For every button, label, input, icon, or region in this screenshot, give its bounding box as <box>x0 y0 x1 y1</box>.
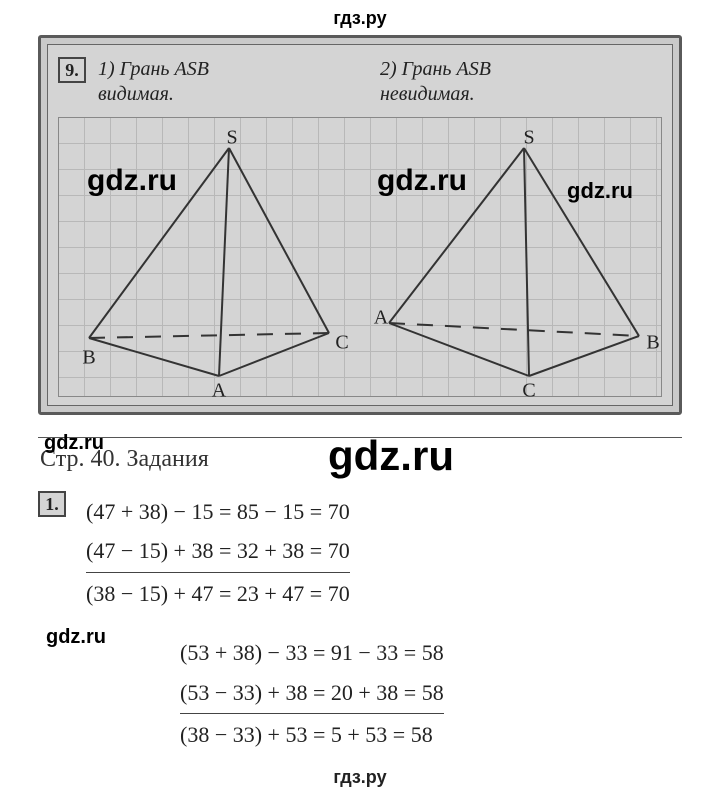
problem-1-body: (47 + 38) − 15 = 85 − 15 = 70 (47 − 15) … <box>86 491 444 755</box>
problem-1-block2: (53 + 38) − 33 = 91 − 33 = 58 (53 − 33) … <box>180 634 444 753</box>
p1-eq-b3: (38 − 33) + 53 = 5 + 53 = 58 <box>180 716 444 753</box>
fig1-label-S: S <box>226 127 237 150</box>
watermark-1: gdz.ru <box>87 164 177 198</box>
page-content: 9. 1) Грань ASB видимая. 2) Грань ASB не… <box>0 35 720 755</box>
watermark-6: gdz.ru <box>46 620 106 654</box>
cap2-face: ASB <box>457 58 491 80</box>
problem-1: 1. (47 + 38) − 15 = 85 − 15 = 70 (47 − 1… <box>38 491 682 755</box>
cap1-face: ASB <box>175 58 209 80</box>
problem-9-captions: 1) Грань ASB видимая. 2) Грань ASB невид… <box>98 57 662 107</box>
p1-eq-a1: (47 + 38) − 15 = 85 − 15 = 70 <box>86 493 444 530</box>
watermark-3: gdz.ru <box>567 178 633 204</box>
fig2-label-C: C <box>522 380 535 403</box>
p1-eq-a2: (47 − 15) + 38 = 32 + 38 = 70 <box>86 532 350 572</box>
page-header: гдз.ру <box>0 0 720 35</box>
problem-1-number: 1. <box>38 491 66 517</box>
pyramid-2 <box>369 118 659 398</box>
caption-1: 1) Грань ASB видимая. <box>98 57 380 107</box>
geometry-grid: S B A C S A C B gdz.ru g <box>58 117 662 397</box>
p1-eq-a3: (38 − 15) + 47 = 23 + 47 = 70 <box>86 575 444 612</box>
watermark-5: gdz.ru <box>328 432 454 480</box>
fig2-label-S: S <box>523 127 534 150</box>
p1-eq-b1: (53 + 38) − 33 = 91 − 33 = 58 <box>180 634 444 671</box>
problem-9-frame: 9. 1) Грань ASB видимая. 2) Грань ASB не… <box>38 35 682 415</box>
fig2-label-B: B <box>646 332 659 355</box>
problem-9-heading: 9. 1) Грань ASB видимая. 2) Грань ASB не… <box>58 57 662 107</box>
caption-2: 2) Грань ASB невидимая. <box>380 57 662 107</box>
cap2-prefix: 2) Грань <box>380 58 457 80</box>
pyramid-1 <box>69 118 359 398</box>
cap1-line2: видимая. <box>98 83 174 105</box>
problem-9-number: 9. <box>58 57 86 83</box>
watermark-4: gdz.ru <box>44 432 104 455</box>
fig2-label-A: A <box>374 307 388 330</box>
page-footer: гдз.ру <box>0 767 720 788</box>
cap1-prefix: 1) Грань <box>98 58 175 80</box>
fig1-label-B: B <box>82 347 95 370</box>
fig1-label-C: C <box>335 332 348 355</box>
problem-9-inner: 9. 1) Грань ASB видимая. 2) Грань ASB не… <box>47 44 673 406</box>
cap2-line2: невидимая. <box>380 83 475 105</box>
watermark-2: gdz.ru <box>377 164 467 198</box>
p1-eq-b2: (53 − 33) + 38 = 20 + 38 = 58 <box>180 674 444 714</box>
fig1-label-A: A <box>212 380 226 403</box>
